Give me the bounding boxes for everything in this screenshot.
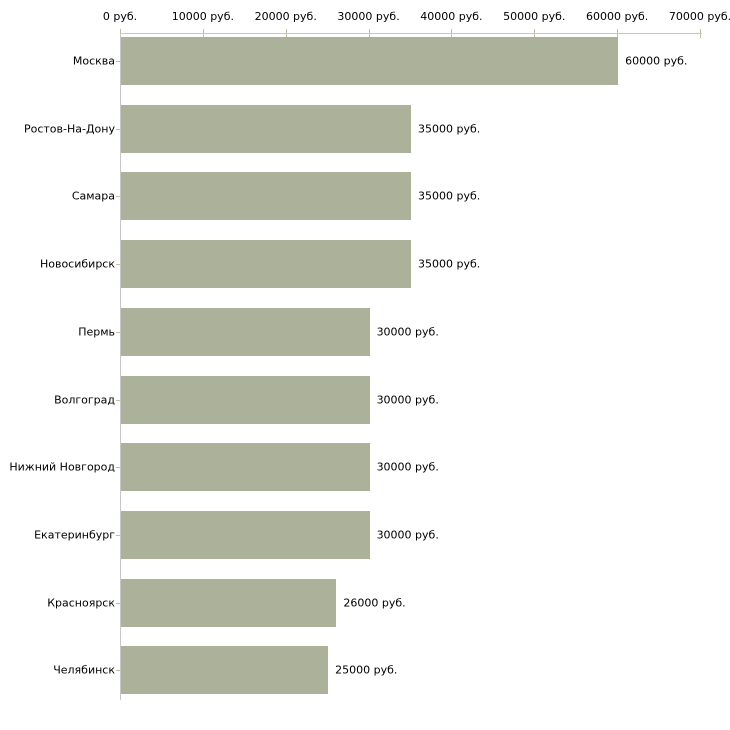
bar-row: Волгоград 30000 руб. (54, 375, 701, 424)
category-label: Екатеринбург (34, 528, 115, 542)
category-label: Пермь (78, 325, 115, 339)
y-axis-tick (116, 602, 120, 604)
bar (121, 172, 411, 221)
bar (121, 375, 370, 424)
x-axis-tick-label: 30000 руб. (337, 10, 400, 23)
value-label: 30000 руб. (376, 528, 439, 542)
bar-row: Новосибирск 35000 руб. (40, 240, 701, 289)
x-axis-tick-label: 50000 руб. (503, 10, 566, 23)
category-label: Нижний Новгород (9, 460, 115, 474)
bar-row: Пермь 30000 руб. (78, 307, 701, 356)
bar (121, 578, 337, 627)
x-axis-tick-label: 60000 руб. (586, 10, 649, 23)
category-label: Новосибирск (39, 257, 115, 271)
y-axis-tick (116, 196, 120, 198)
value-label: 35000 руб. (418, 122, 481, 136)
bar-row: Ростов-На-Дону 35000 руб. (24, 104, 701, 153)
bar (121, 510, 370, 559)
bar (121, 443, 370, 492)
bar (121, 240, 411, 289)
bar (121, 37, 619, 85)
value-label: 26000 руб. (343, 596, 406, 610)
value-label: 35000 руб. (418, 189, 481, 203)
y-axis-tick (116, 264, 120, 266)
bar-row: Челябинск 25000 руб. (53, 646, 701, 695)
value-label: 30000 руб. (376, 460, 439, 474)
x-axis-tick-label: 40000 руб. (420, 10, 483, 23)
x-axis-tick-label: 10000 руб. (171, 10, 234, 23)
bar (121, 104, 411, 153)
bar-row: Екатеринбург 30000 руб. (34, 510, 701, 559)
value-label: 35000 руб. (418, 257, 481, 271)
y-axis-line (120, 33, 121, 700)
x-axis-tick-label: 20000 руб. (254, 10, 317, 23)
y-axis-tick (116, 128, 120, 130)
y-axis-tick (116, 61, 120, 62)
x-axis-line (120, 33, 702, 34)
y-axis-tick (116, 331, 120, 333)
y-axis-tick (116, 399, 120, 401)
y-axis-tick (116, 670, 120, 672)
bar (121, 646, 329, 695)
bar-row: Самара 35000 руб. (72, 172, 701, 221)
y-axis-tick (116, 467, 120, 469)
bar-row: Нижний Новгород 30000 руб. (9, 443, 701, 492)
bar-row: Москва 60000 руб. (73, 37, 701, 85)
value-label: 60000 руб. (625, 54, 688, 68)
y-axis-tick (116, 534, 120, 536)
category-label: Москва (72, 54, 115, 68)
value-label: 30000 руб. (376, 393, 439, 406)
category-label: Самара (71, 189, 115, 203)
bar (121, 307, 370, 356)
category-label: Волгоград (54, 393, 115, 406)
x-axis-tick-label: 70000 руб. (668, 10, 730, 23)
category-label: Челябинск (53, 663, 115, 677)
x-axis-tick-label: 0 руб. (102, 10, 138, 23)
category-label: Красноярск (47, 596, 115, 610)
value-label: 25000 руб. (335, 663, 398, 677)
category-label: Ростов-На-Дону (23, 122, 115, 136)
bar-row: Красноярск 26000 руб. (47, 578, 701, 627)
value-label: 30000 руб. (376, 325, 439, 339)
